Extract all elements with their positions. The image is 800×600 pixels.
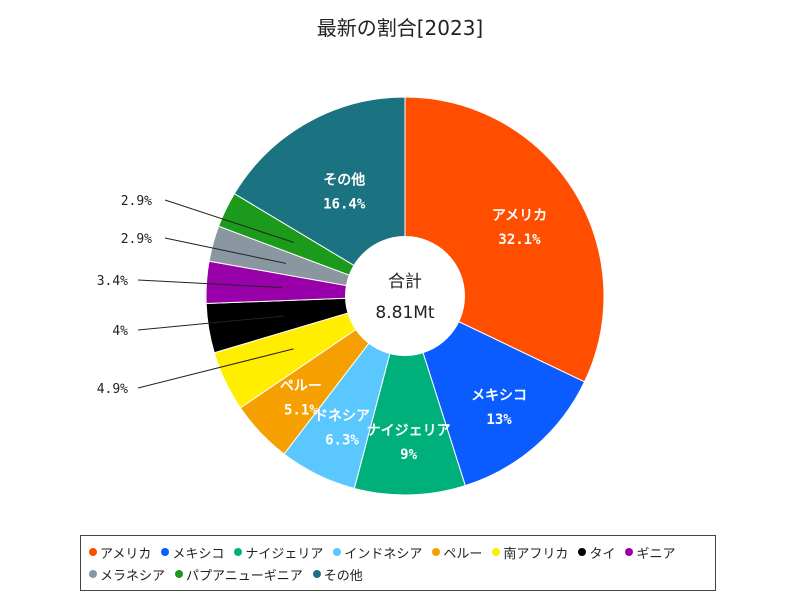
legend-label-7: ギニア — [636, 546, 676, 562]
slice-name-label-1: メキシコ — [471, 388, 527, 404]
labels-layer: アメリカ 32.1% メキシコ 13% ナイジェリア 9% ドネシア 6.3% ペルー 5.1% そ… — [280, 172, 547, 464]
callout-line-8 — [164, 237, 287, 264]
pie-slice-10 — [233, 96, 406, 297]
legend: アメリカ メキシコ ナイジェリア インドネシア ペルー 南アフリカ タイ ギニアメラネシア パプ… — [80, 535, 716, 591]
slice-name-label-3: ドネシア — [314, 409, 370, 425]
legend-swatch-1 — [161, 548, 170, 556]
legend-swatch-4 — [432, 548, 441, 556]
legend-swatch-9 — [175, 570, 184, 578]
legend-item-5: 南アフリカ — [492, 541, 568, 563]
legend-label-5: 南アフリカ — [503, 546, 569, 562]
slice-pct-label-0: 32.1% — [498, 232, 541, 248]
callout-line-5 — [137, 348, 294, 389]
callout-label-5: 4.9% — [97, 382, 128, 397]
legend-swatch-2 — [234, 548, 243, 556]
slice-name-label-0: アメリカ — [492, 208, 547, 224]
legend-item-2: ナイジェリア — [234, 541, 323, 563]
callout-label-9: 2.9% — [121, 194, 152, 209]
pie-slice-2 — [353, 294, 466, 496]
callouts-layer: 4.9% 4% 3.4% 2.9% 2.9% — [97, 194, 295, 397]
legend-label-10: その他 — [323, 568, 363, 584]
slice-name-label-10: その他 — [323, 172, 365, 189]
callout-line-9 — [164, 199, 295, 243]
center-total-label: 合計 — [388, 272, 422, 292]
slice-pct-label-10: 16.4% — [323, 197, 366, 213]
callout-label-7: 3.4% — [97, 274, 128, 289]
legend-label-3: インドネシア — [344, 546, 423, 562]
legend-swatch-8 — [89, 570, 97, 578]
chart-title: 最新の割合[2023] — [316, 16, 484, 40]
legend-swatch-6 — [578, 548, 587, 556]
center-hole — [345, 236, 465, 356]
legend-label-9: パプアニューギニア — [186, 568, 303, 584]
legend-label-6: タイ — [589, 546, 616, 562]
slice-name-label-4: ペルー — [280, 378, 322, 394]
legend-swatch-5 — [492, 548, 501, 556]
legend-item-9: パプアニューギニア — [175, 563, 303, 585]
legend-label-4: ペルー — [443, 546, 483, 562]
pie-slice-1 — [404, 295, 586, 487]
legend-swatch-10 — [312, 570, 321, 578]
callout-line-7 — [137, 279, 282, 288]
legend-item-8: メラネシア — [89, 563, 165, 585]
legend-item-6: タイ — [578, 541, 615, 563]
legend-label-1: メキシコ — [172, 546, 225, 562]
legend-label-0: アメリカ — [100, 546, 152, 562]
callout-label-6: 4% — [112, 324, 128, 339]
center-total-value: 8.81Mt — [375, 303, 435, 323]
legend-item-10: その他 — [312, 563, 363, 585]
legend-item-3: インドネシア — [333, 541, 422, 563]
legend-swatch-0 — [89, 548, 97, 556]
legend-item-4: ペルー — [432, 541, 482, 563]
legend-swatch-7 — [625, 548, 634, 556]
legend-label-2: ナイジェリア — [245, 546, 324, 562]
legend-swatch-3 — [333, 548, 342, 556]
legend-label-8: メラネシア — [100, 568, 166, 584]
slice-pct-label-2: 9% — [400, 447, 417, 463]
slice-pct-label-4: 5.1% — [284, 402, 318, 418]
slice-pct-label-1: 13% — [486, 412, 512, 428]
slice-pct-label-3: 6.3% — [325, 433, 359, 449]
slice-name-label-2: ナイジェリア — [367, 423, 451, 439]
legend-item-7: ギニア — [625, 541, 675, 563]
legend-item-1: メキシコ — [161, 541, 224, 563]
legend-item-0: アメリカ — [89, 541, 151, 563]
callout-label-8: 2.9% — [121, 232, 152, 247]
callout-line-6 — [137, 315, 284, 331]
